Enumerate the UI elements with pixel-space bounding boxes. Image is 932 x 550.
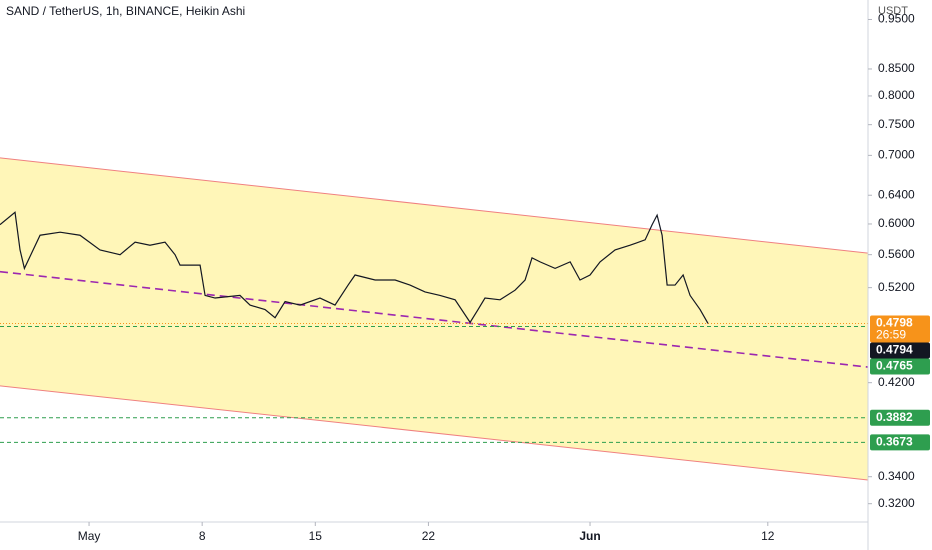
y-tick-label: 0.3400 — [878, 469, 915, 483]
x-tick-label: 12 — [761, 529, 775, 543]
price-label-box — [870, 315, 930, 343]
price-label: 0.4794 — [876, 343, 913, 357]
price-label-box — [870, 434, 930, 451]
price-label-box — [870, 409, 930, 426]
y-tick-label: 0.6400 — [878, 187, 915, 201]
price-label-box — [870, 358, 930, 375]
x-tick-label: Jun — [579, 529, 600, 543]
y-tick-label: 0.5200 — [878, 280, 915, 294]
price-label: 0.3673 — [876, 435, 913, 449]
price-label: 0.3882 — [876, 410, 913, 424]
y-tick-label: 0.9500 — [878, 12, 915, 26]
y-tick-label: 0.5600 — [878, 247, 915, 261]
y-tick-label: 0.7500 — [878, 117, 915, 131]
price-line — [0, 211, 709, 324]
price-label: 0.4798 — [876, 316, 913, 330]
channel-lower — [0, 385, 869, 481]
x-tick-label: May — [78, 529, 101, 543]
chart-title: SAND / TetherUS, 1h, BINANCE, Heikin Ash… — [6, 4, 245, 18]
y-tick-label: 0.3200 — [878, 496, 915, 510]
y-tick-label: 0.8000 — [878, 88, 915, 102]
price-label: 0.4765 — [876, 359, 913, 373]
y-tick-label: 0.8500 — [878, 61, 915, 75]
plot-area — [0, 157, 869, 481]
x-tick-label: 15 — [309, 529, 323, 543]
x-tick-label: 8 — [199, 529, 206, 543]
price-label-box — [870, 342, 930, 359]
channel-middle — [0, 270, 869, 368]
y-tick-label: 0.6000 — [878, 216, 915, 230]
axis-unit: USDT — [878, 5, 908, 17]
x-tick-label: 22 — [422, 529, 436, 543]
y-tick-label: 0.4200 — [878, 375, 915, 389]
channel-upper — [0, 157, 869, 254]
y-tick-label: 0.7000 — [878, 148, 915, 162]
price-countdown: 26:59 — [876, 328, 906, 342]
